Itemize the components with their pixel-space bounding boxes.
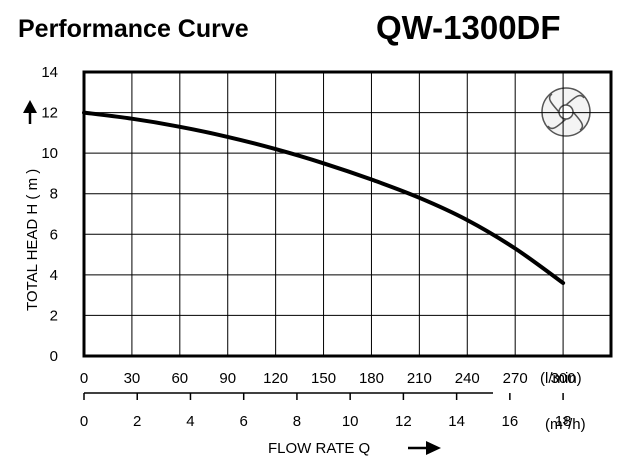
x-tick-label-m3h: 14 [448, 413, 465, 430]
x-tick-label-m3h: 12 [395, 413, 412, 430]
x-tick-labels-m3h: 0 2 4 6 8 10 12 14 16 18 [80, 413, 572, 430]
x-tick-label-lmin: 180 [359, 370, 384, 387]
y-axis-title: TOTAL HEAD H ( m ) [23, 100, 41, 311]
x-tick-label-lmin: 90 [219, 370, 236, 387]
x-tick-label-lmin: 300 [551, 370, 576, 387]
x-tick-label-m3h: 8 [293, 413, 301, 430]
y-tick-label: 14 [41, 64, 58, 81]
arrow-up-icon [23, 100, 37, 113]
y-tick-label: 4 [50, 267, 58, 284]
x-axis-title: FLOW RATE Q [268, 440, 441, 457]
x-tick-label-lmin: 150 [311, 370, 336, 387]
x-tick-marks-m3h [83, 393, 564, 400]
x-tick-label-m3h: 2 [133, 413, 141, 430]
x-tick-label-m3h: 16 [502, 413, 519, 430]
x-tick-label-lmin: 240 [455, 370, 480, 387]
y-tick-label: 12 [41, 105, 58, 122]
arrow-right-icon [426, 441, 441, 455]
y-tick-label: 0 [50, 348, 58, 365]
x-unit-lmin: (l/min) [540, 370, 582, 387]
x-tick-label-m3h: 6 [240, 413, 248, 430]
y-tick-label: 6 [50, 226, 58, 243]
x-tick-label-lmin: 210 [407, 370, 432, 387]
x-tick-label-m3h: 0 [80, 413, 88, 430]
x-tick-label-lmin: 60 [171, 370, 188, 387]
y-tick-label: 8 [50, 186, 58, 203]
y-tick-label: 10 [41, 145, 58, 162]
x-tick-labels-lmin: 0 30 60 90 120 150 180 210 240 270 300 [80, 370, 576, 387]
y-tick-labels: 0 2 4 6 8 10 12 14 [41, 64, 58, 365]
y-tick-label: 2 [50, 307, 58, 324]
x-unit-m3h: (m3/h) [545, 416, 586, 434]
x-tick-label-lmin: 270 [503, 370, 528, 387]
x-tick-label-m3h: 4 [186, 413, 194, 430]
y-axis-label: TOTAL HEAD H ( m ) [24, 169, 41, 311]
grid-horizontal [84, 112, 611, 316]
x-tick-label-lmin: 30 [124, 370, 141, 387]
grid-vertical [131, 72, 564, 356]
impeller-icon [541, 87, 591, 137]
x-tick-label-lmin: 120 [263, 370, 288, 387]
plot-frame [82, 70, 613, 358]
x-tick-label-m3h: 10 [342, 413, 359, 430]
model-name: QW-1300DF [376, 9, 561, 46]
chart-title: Performance Curve [18, 15, 249, 43]
x-axis-label: FLOW RATE Q [268, 440, 370, 457]
x-tick-label-lmin: 0 [80, 370, 88, 387]
performance-curve [82, 110, 566, 285]
x-tick-label-m3h: 18 [555, 413, 572, 430]
